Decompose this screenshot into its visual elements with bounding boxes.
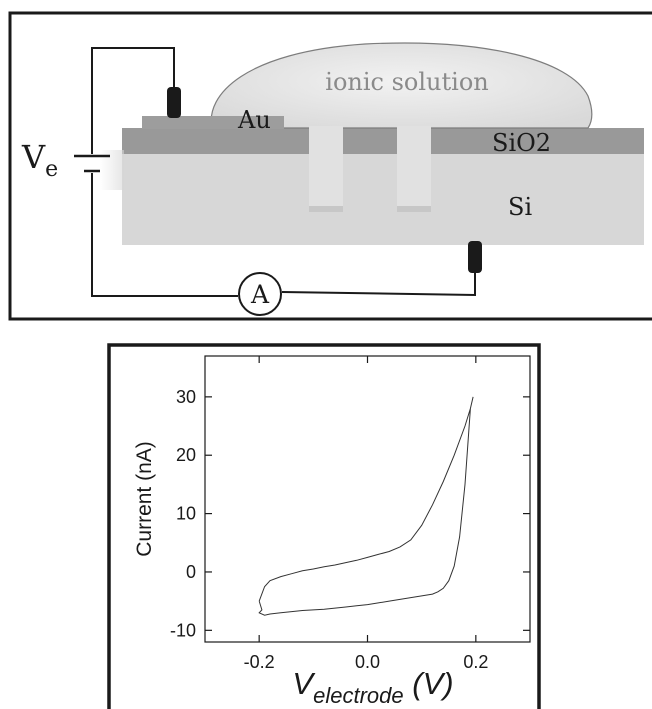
ammeter-symbol <box>238 272 282 316</box>
sio2-label: SiO2 <box>492 129 551 157</box>
iv-curve-line <box>258 396 474 616</box>
wire-top <box>91 47 175 154</box>
channel-right-shadow <box>397 206 431 212</box>
top-probe <box>167 87 181 118</box>
y-ticks: -10 0 10 20 30 <box>170 387 530 640</box>
channel-left <box>309 126 343 212</box>
y-tick-label: 10 <box>176 504 196 524</box>
channel-right <box>397 126 431 212</box>
y-tick-label: 0 <box>186 562 196 582</box>
wire-bottom-left <box>91 173 238 297</box>
series-group <box>258 396 474 616</box>
iv-chart: -0.2 0.0 0.2 -10 0 10 20 30 Current (nA) Velec… <box>107 343 541 709</box>
y-tick-label: 30 <box>176 387 196 407</box>
x-axis-label: Velectrode (V) <box>292 666 453 708</box>
ionic-solution-droplet <box>210 42 593 129</box>
device-schematic: A Ve ionic solution Au SiO2 Si <box>8 11 652 321</box>
sio2-layer <box>122 128 644 154</box>
chart-frame <box>107 343 541 709</box>
si-label: Si <box>508 193 532 221</box>
y-tick-label: -10 <box>170 620 196 640</box>
ammeter-label: A <box>250 280 270 309</box>
x-tick-label: 0.0 <box>355 652 380 672</box>
x-tick-label: -0.2 <box>244 652 275 672</box>
wire-bottom-right <box>281 270 476 297</box>
si-substrate <box>122 152 644 245</box>
x-tick-label: 0.2 <box>463 652 488 672</box>
channel-left-shadow <box>309 206 343 212</box>
au-electrode <box>142 116 284 129</box>
voltage-label: Ve <box>21 138 58 182</box>
x-ticks: -0.2 0.0 0.2 <box>244 356 488 672</box>
bottom-probe <box>468 241 482 273</box>
au-label: Au <box>237 106 271 134</box>
y-axis-label: Current (nA) <box>133 441 156 557</box>
y-tick-label: 20 <box>176 445 196 465</box>
ionic-solution-label: ionic solution <box>325 68 488 96</box>
